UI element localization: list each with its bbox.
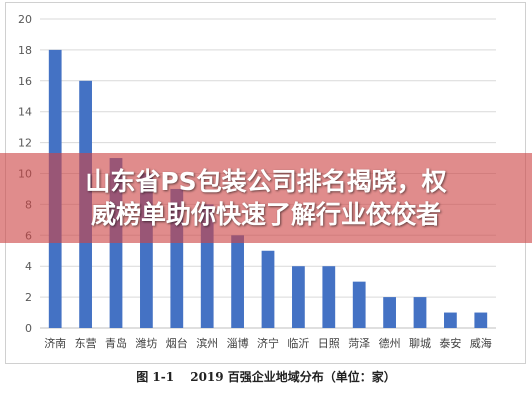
x-tick-label: 烟台 [166,336,188,350]
figure-caption: 图 1-1 2019 百强企业地域分布（单位：家） [0,368,532,385]
banner-title-line-1: 山东省PS包装公司排名揭晓，权 [85,167,447,196]
x-tick-label: 济南 [44,336,66,350]
x-tick-label: 泰安 [439,336,461,350]
y-tick-label: 0 [25,322,32,335]
x-tick-label: 日照 [318,337,340,350]
bar-14 [444,312,457,328]
bar-15 [474,312,488,328]
x-tick-label: 聊城 [409,336,431,350]
bar-7 [231,235,244,328]
y-tick-label: 20 [18,13,32,26]
x-tick-label: 威海 [470,336,492,350]
y-tick-label: 14 [18,106,32,119]
x-tick-label: 济宁 [257,336,279,350]
x-tick-label: 德州 [379,336,401,350]
x-tick-label: 临沂 [287,336,309,350]
banner-title-line-2: 威榜单助你快速了解行业佼佼者 [90,200,441,229]
bar-13 [413,297,427,328]
bar-12 [383,297,396,328]
figure-caption-text: 2019 百强企业地域分布（单位：家） [190,370,396,384]
title-banner: 山东省PS包装公司排名揭晓，权 威榜单助你快速了解行业佼佼者 [0,153,532,243]
y-tick-label: 16 [18,75,32,88]
x-tick-label: 滨州 [196,336,218,350]
x-tick-label: 青岛 [105,336,127,350]
x-tick-label: 东营 [75,336,97,350]
x-tick-label: 淄博 [227,337,249,350]
bar-9 [292,266,305,328]
y-tick-label: 2 [25,291,32,304]
bar-8 [261,250,275,328]
x-tick-label: 潍坊 [135,336,157,350]
bar-10 [322,266,336,328]
y-tick-label: 4 [25,260,32,273]
figure-number: 图 1-1 [136,370,175,384]
bar-11 [352,281,366,328]
y-tick-label: 12 [18,137,32,150]
x-tick-label: 菏泽 [348,337,370,350]
y-tick-label: 18 [18,44,32,57]
